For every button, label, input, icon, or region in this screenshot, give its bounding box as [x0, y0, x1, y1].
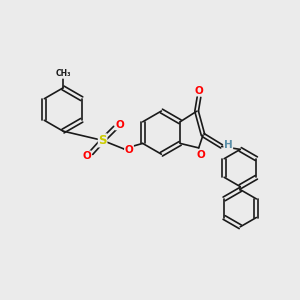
- Text: O: O: [124, 145, 134, 155]
- Text: O: O: [196, 149, 205, 160]
- Text: H: H: [224, 140, 233, 150]
- Text: S: S: [98, 134, 107, 147]
- Text: O: O: [82, 151, 91, 161]
- Text: O: O: [115, 120, 124, 130]
- Text: CH₃: CH₃: [55, 69, 71, 78]
- Text: O: O: [195, 86, 203, 96]
